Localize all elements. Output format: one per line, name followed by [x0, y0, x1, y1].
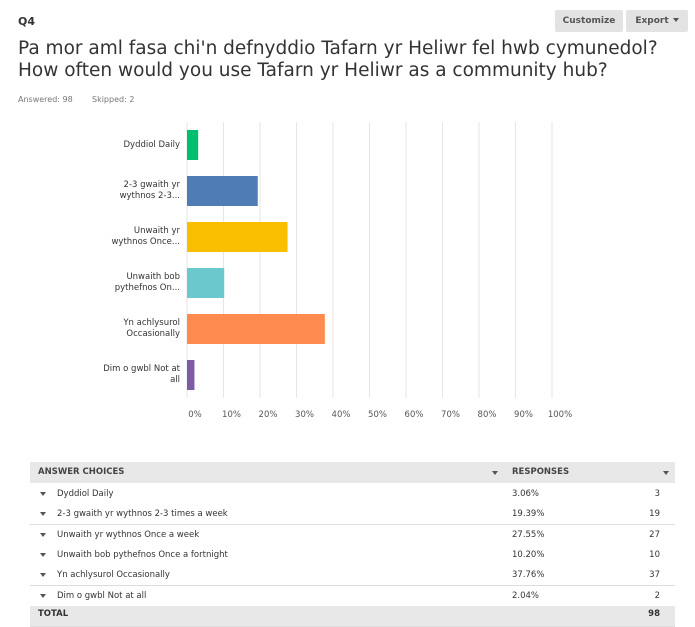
category-label: 2-3 gwaith yr wythnos 2-3...	[119, 180, 180, 201]
bar	[187, 176, 258, 206]
table-cell: 2.04%	[512, 590, 540, 601]
dropdown-arrow	[40, 593, 46, 598]
table-cell: Unwaith yr wythnos Once a week	[57, 529, 200, 540]
table-cell: 98	[648, 609, 660, 619]
x-tick-label: 70%	[441, 410, 460, 420]
customize-button[interactable]: Customize	[555, 10, 623, 32]
bar	[187, 130, 199, 160]
table-cell: Dim o gwbl Not at all	[57, 590, 147, 601]
dropdown-arrow	[40, 573, 46, 578]
table-row: Dyddiol Daily 3.06% 3	[30, 484, 675, 505]
question-title: Pa mor aml fasa chi'n defnyddio Tafarn y…	[18, 38, 658, 81]
category-label: Unwaith yr wythnos Once...	[111, 226, 180, 247]
table-cell: 19.39%	[512, 509, 545, 520]
page: Q4 Customize Export Pa mor aml fasa chi'…	[18, 10, 688, 627]
table-cell: 27.55%	[512, 529, 545, 540]
table-cell: 10	[649, 549, 660, 560]
table-cell: 3.06%	[512, 489, 540, 499]
x-tick-label: 50%	[368, 410, 387, 420]
header-cell[interactable]: ANSWER CHOICES	[38, 467, 125, 477]
bar	[187, 222, 288, 252]
table-cell: 2-3 gwaith yr wythnos 2-3 times a week	[57, 509, 228, 520]
dropdown-arrow	[40, 532, 46, 537]
x-tick-label: 90%	[514, 410, 533, 420]
dropdown-arrow	[492, 471, 498, 475]
table-cell: 19	[649, 509, 660, 520]
table-cell: 3	[654, 489, 660, 499]
table-row: 2-3 gwaith yr wythnos 2-3 times a week 19…	[30, 504, 675, 526]
x-tick-label: 10%	[222, 410, 241, 420]
table-row: Dim o gwbl Not at all 2.04% 2	[30, 585, 675, 607]
table-cell: Unwaith bob pythefnos Once a fortnight	[57, 549, 228, 560]
table-cell: 10.20%	[512, 549, 545, 560]
x-tick-label: 40%	[332, 410, 351, 420]
bar	[187, 268, 225, 298]
table-cell: 27	[649, 529, 660, 540]
category-label: Unwaith bob pythefnos On...	[114, 272, 180, 293]
dropdown-arrow	[40, 552, 46, 557]
table-cell: 37.76%	[512, 570, 545, 581]
x-tick-label: 60%	[405, 410, 424, 420]
total-row: TOTAL 98	[30, 606, 675, 627]
answered: Answered: 98	[18, 95, 73, 104]
x-tick-label: 0%	[188, 410, 202, 420]
x-tick-label: 20%	[259, 410, 278, 420]
category-label: Dim o gwbl Not at all	[103, 364, 180, 385]
table-cell: TOTAL	[38, 609, 69, 619]
table-row: Unwaith yr wythnos Once a week 27.55% 27	[30, 524, 675, 546]
skipped: Skipped: 2	[92, 95, 135, 104]
question-number: Q4	[18, 15, 36, 28]
chart: 0% 10% 20% 30% 40% 50% 60% 70% 80% 90% 100%	[186, 122, 572, 420]
table-header: ANSWER CHOICES RESPONSES	[30, 462, 675, 483]
table-cell: 2	[654, 590, 660, 601]
table-cell: Yn achlysurol Occasionally	[57, 570, 170, 581]
category-label: Yn achlysurol Occasionally	[123, 318, 180, 339]
x-tick-label: 100%	[548, 410, 572, 420]
bar	[187, 314, 325, 344]
table-row: Yn achlysurol Occasionally 37.76% 37	[30, 565, 675, 587]
export-label: Export	[635, 16, 669, 26]
table-row: Unwaith bob pythefnos Once a fortnight 10…	[30, 544, 675, 566]
dropdown-arrow	[40, 512, 46, 517]
x-tick-label: 30%	[295, 410, 314, 420]
x-tick-label: 80%	[478, 410, 497, 420]
dropdown-arrow	[40, 492, 46, 496]
table-cell: Dyddiol Daily	[57, 489, 114, 499]
table-cell: 37	[649, 570, 660, 581]
bar	[187, 360, 195, 390]
export-button[interactable]: Export	[626, 10, 688, 32]
dropdown-arrow	[663, 471, 669, 475]
category-label: Dyddiol Daily	[123, 139, 181, 150]
header-cell[interactable]: RESPONSES	[512, 467, 570, 477]
